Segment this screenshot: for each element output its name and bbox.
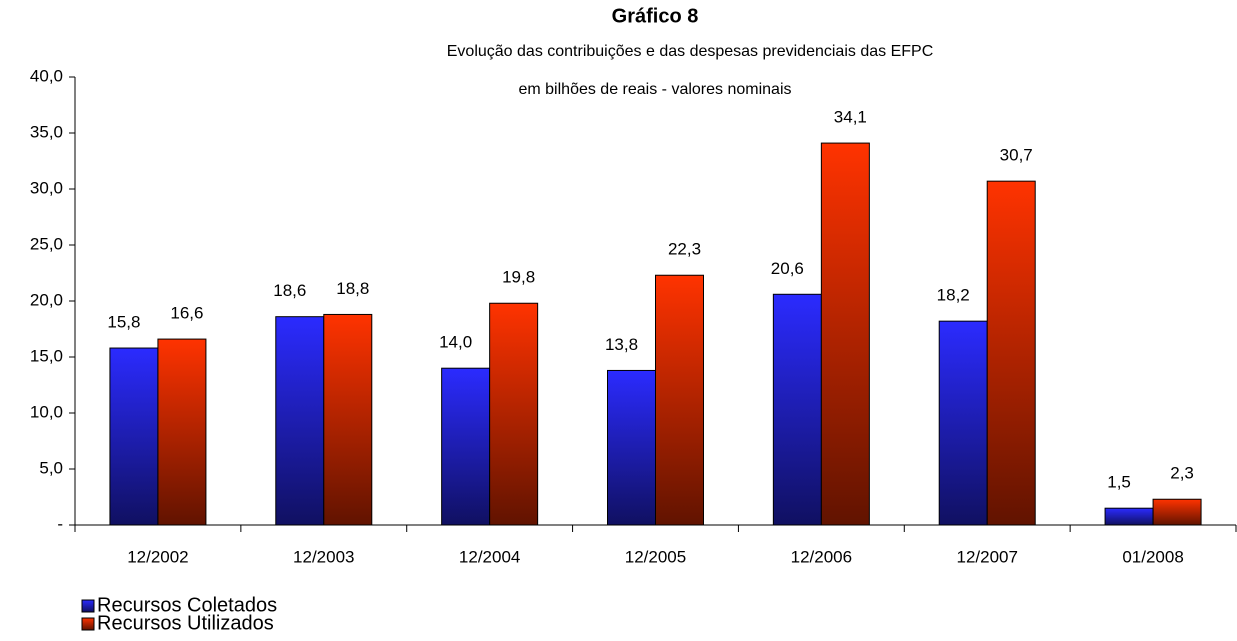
y-tick-label: 15,0 — [30, 346, 63, 365]
value-label: 14,0 — [439, 333, 472, 352]
bar — [607, 369, 656, 526]
bar — [275, 316, 325, 526]
value-label: 15,8 — [107, 313, 140, 332]
chart-subtitle: Evolução das contribuições e das despesa… — [447, 43, 934, 60]
bar — [109, 347, 159, 526]
value-label: 34,1 — [834, 108, 867, 127]
y-tick-label: 40,0 — [30, 66, 63, 85]
legend-label: Recursos Coletados — [97, 594, 277, 616]
x-tick-label: 12/2006 — [791, 547, 852, 566]
y-tick-label: 5,0 — [39, 458, 63, 477]
y-tick-label: 35,0 — [30, 122, 63, 141]
bar — [986, 180, 1036, 526]
chart-title: Gráfico 8 — [612, 5, 699, 27]
legend-label: Recursos Utilizados — [97, 612, 274, 634]
bar — [820, 142, 870, 526]
bar — [1104, 507, 1154, 526]
x-tick-label: 12/2005 — [625, 547, 686, 566]
value-label: 13,8 — [605, 335, 638, 354]
bar — [938, 320, 988, 526]
bar — [157, 338, 207, 526]
x-tick-label: 12/2003 — [293, 547, 354, 566]
y-tick-label: - — [57, 514, 63, 533]
y-tick-label: 10,0 — [30, 402, 63, 421]
bar — [441, 367, 491, 526]
value-label: 18,6 — [273, 281, 306, 300]
legend-swatch — [81, 599, 95, 613]
bar — [489, 302, 539, 526]
x-tick-label: 12/2002 — [127, 547, 188, 566]
value-label: 2,3 — [1170, 464, 1194, 483]
y-tick-label: 30,0 — [30, 178, 63, 197]
bar — [655, 274, 704, 526]
bar — [323, 313, 373, 526]
x-tick-label: 12/2007 — [956, 547, 1017, 566]
value-label: 16,6 — [170, 304, 203, 323]
chart-units: em bilhões de reais - valores nominais — [518, 81, 791, 98]
value-label: 18,2 — [937, 286, 970, 305]
value-label: 30,7 — [1000, 146, 1033, 165]
bar — [1152, 498, 1202, 526]
value-label: 22,3 — [668, 240, 701, 259]
bar — [772, 293, 822, 526]
value-label: 20,6 — [771, 259, 804, 278]
value-label: 18,8 — [336, 279, 369, 298]
x-tick-label: 01/2008 — [1122, 547, 1183, 566]
y-tick-label: 25,0 — [30, 234, 63, 253]
x-tick-label: 12/2004 — [459, 547, 520, 566]
value-label: 19,8 — [502, 268, 535, 287]
y-tick-label: 20,0 — [30, 290, 63, 309]
value-label: 1,5 — [1107, 473, 1131, 492]
legend-swatch — [81, 617, 95, 631]
